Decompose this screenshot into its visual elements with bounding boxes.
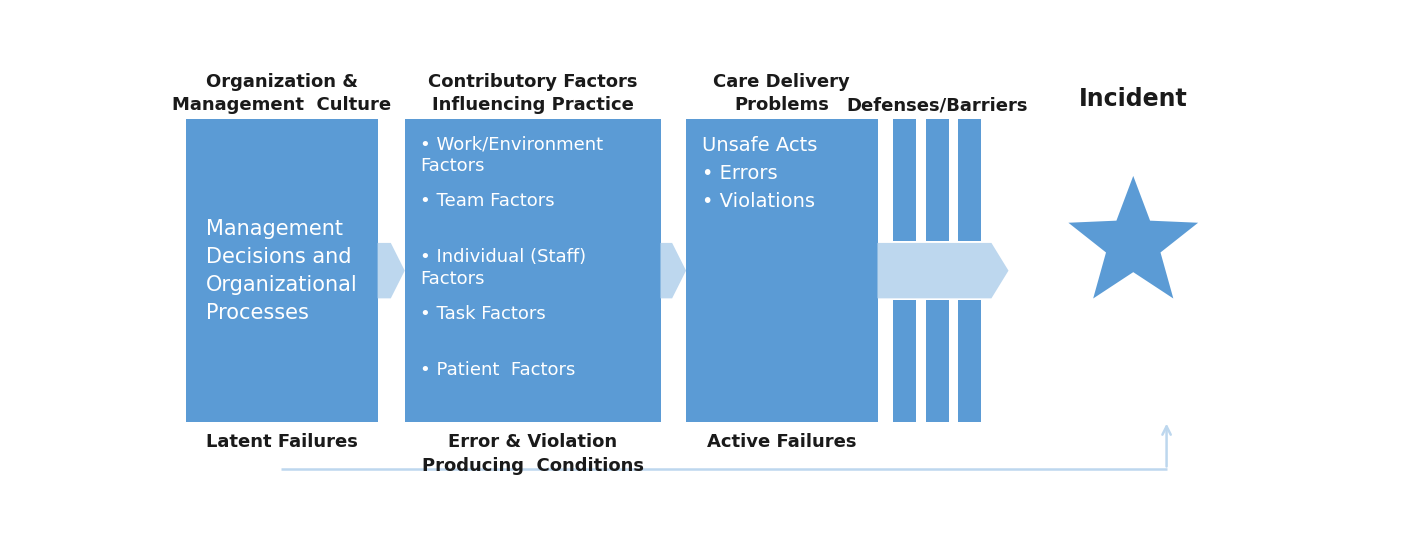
Bar	[958, 300, 981, 422]
Bar	[893, 300, 916, 422]
Text: • Individual (Staff)
Factors: • Individual (Staff) Factors	[420, 248, 586, 288]
Text: Organization &
Management  Culture: Organization & Management Culture	[172, 73, 392, 114]
Polygon shape	[1068, 176, 1198, 299]
FancyArrow shape	[878, 243, 1009, 298]
Text: Management
Decisions and
Organizational
Processes: Management Decisions and Organizational …	[206, 218, 358, 322]
Text: • Team Factors: • Team Factors	[420, 192, 555, 210]
Bar	[926, 119, 948, 241]
Text: Defenses/Barriers: Defenses/Barriers	[847, 96, 1029, 114]
Bar	[893, 119, 916, 241]
Text: Latent Failures: Latent Failures	[206, 433, 358, 451]
Text: Error & Violation
Producing  Conditions: Error & Violation Producing Conditions	[421, 433, 644, 475]
Bar	[926, 300, 948, 422]
Text: • Work/Environment
Factors: • Work/Environment Factors	[420, 136, 603, 176]
Bar	[186, 119, 378, 422]
Bar	[404, 119, 661, 422]
Text: Care Delivery
Problems: Care Delivery Problems	[713, 73, 850, 114]
Bar	[958, 119, 981, 241]
Text: Contributory Factors
Influencing Practice: Contributory Factors Influencing Practic…	[428, 73, 637, 114]
Bar	[686, 119, 878, 422]
Text: Active Failures: Active Failures	[707, 433, 857, 451]
Text: Unsafe Acts
• Errors
• Violations: Unsafe Acts • Errors • Violations	[702, 136, 817, 211]
Text: • Task Factors: • Task Factors	[420, 305, 547, 322]
Text: Incident: Incident	[1079, 87, 1188, 111]
Text: • Patient  Factors: • Patient Factors	[420, 361, 576, 379]
FancyArrow shape	[661, 243, 686, 298]
FancyArrow shape	[378, 243, 404, 298]
